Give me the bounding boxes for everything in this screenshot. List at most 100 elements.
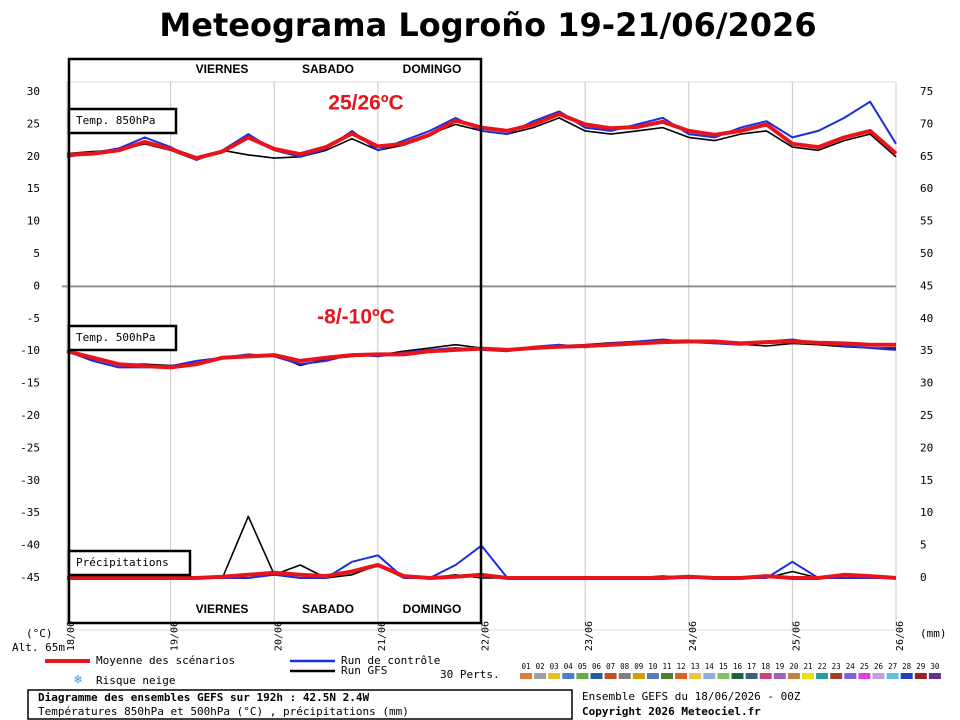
- member-label: 10: [648, 662, 658, 671]
- member-swatch: [548, 673, 561, 679]
- x-tick-label: 24/06: [688, 621, 699, 651]
- y2-tick-label: 60: [920, 182, 933, 195]
- member-label: 06: [592, 662, 602, 671]
- x-tick-label: 21/06: [377, 621, 388, 651]
- member-label: 09: [634, 662, 643, 671]
- member-swatch: [703, 673, 716, 679]
- member-swatch: [590, 673, 603, 679]
- legend-label: Moyenne des scénarios: [96, 654, 235, 667]
- y2-tick-label: 45: [920, 279, 933, 292]
- member-label: 11: [662, 662, 671, 671]
- member-label: 02: [536, 662, 545, 671]
- legend-label: Run de contrôle: [341, 654, 440, 667]
- footer-text: Températures 850hPa et 500hPa (°C) , pré…: [38, 705, 409, 718]
- footer-text: Ensemble GEFS du 18/06/2026 - 00Z: [582, 690, 801, 703]
- snow-legend: Risque neige: [96, 674, 175, 687]
- member-label: 25: [860, 662, 869, 671]
- y-tick-label: -35: [20, 506, 40, 519]
- y2-tick-label: 55: [920, 215, 933, 228]
- y2-tick-label: 70: [920, 117, 933, 130]
- member-swatch: [562, 673, 575, 679]
- y2-tick-label: 30: [920, 377, 933, 390]
- member-swatch: [773, 673, 786, 679]
- legend-label: Run GFS: [341, 664, 387, 677]
- footer-box: [27, 689, 573, 720]
- member-label: 16: [733, 662, 743, 671]
- member-swatch: [717, 673, 730, 679]
- member-label: 28: [902, 662, 912, 671]
- member-swatch: [914, 673, 927, 679]
- panel-label-box: [67, 107, 178, 135]
- y-unit: (°C): [26, 627, 53, 640]
- y2-tick-label: 0: [920, 571, 927, 584]
- y2-unit: (mm): [920, 627, 947, 640]
- member-swatch: [872, 673, 885, 679]
- member-swatch: [576, 673, 589, 679]
- y-tick-label: 5: [33, 247, 40, 260]
- member-label: 07: [606, 662, 615, 671]
- member-swatch: [646, 673, 659, 679]
- y2-tick-label: 35: [920, 344, 933, 357]
- member-label: 19: [775, 662, 784, 671]
- member-label: 17: [747, 662, 756, 671]
- footer-text: Copyright 2026 Meteociel.fr: [582, 705, 761, 718]
- member-swatch: [745, 673, 758, 679]
- member-swatch: [661, 673, 673, 679]
- x-tick-label: 23/06: [584, 621, 595, 651]
- member-swatch: [802, 673, 814, 679]
- y2-tick-label: 5: [920, 539, 927, 552]
- member-label: 18: [761, 662, 771, 671]
- y-tick-label: 30: [27, 85, 40, 98]
- member-swatch: [618, 673, 631, 679]
- member-label: 12: [677, 662, 686, 671]
- member-label: 15: [719, 662, 728, 671]
- annotation: 25/26ºC: [328, 92, 403, 115]
- member-label: 30: [930, 662, 940, 671]
- annotation: -8/-10ºC: [317, 306, 395, 329]
- member-swatch: [844, 673, 857, 679]
- member-label: 22: [818, 662, 827, 671]
- member-label: 21: [803, 662, 812, 671]
- member-label: 03: [550, 662, 559, 671]
- snow-icon: ❄: [73, 673, 82, 688]
- y2-tick-label: 25: [920, 409, 933, 422]
- x-tick-label: 25/06: [791, 621, 802, 651]
- member-swatch: [830, 673, 843, 679]
- altitude: Alt. 65m: [12, 641, 65, 654]
- y-tick-label: 25: [27, 117, 40, 130]
- member-swatch: [886, 673, 899, 679]
- member-label: 20: [789, 662, 799, 671]
- chart-title: Meteograma Logroño 19-21/06/2026: [159, 6, 816, 44]
- y-tick-label: -25: [20, 441, 40, 454]
- y-tick-label: -30: [20, 474, 40, 487]
- member-label: 29: [916, 662, 925, 671]
- y-tick-label: -5: [27, 312, 40, 325]
- member-swatch: [759, 673, 772, 679]
- member-swatch: [928, 673, 941, 679]
- member-label: 24: [846, 662, 856, 671]
- panel-label-box: [67, 549, 192, 577]
- y-tick-label: -45: [20, 571, 40, 584]
- day-label: DOMINGO: [403, 62, 462, 76]
- member-swatch: [534, 673, 547, 679]
- footer-text: Diagramme des ensembles GEFS sur 192h : …: [38, 691, 370, 704]
- x-tick-label: 19/06: [170, 621, 181, 651]
- x-tick-label: 26/06: [895, 621, 906, 651]
- y2-tick-label: 65: [920, 150, 933, 163]
- day-label: SABADO: [302, 62, 354, 76]
- member-label: 05: [578, 662, 587, 671]
- y2-tick-label: 20: [920, 441, 933, 454]
- member-swatch: [675, 673, 688, 679]
- day-label: VIERNES: [196, 62, 249, 76]
- panel-label: Temp. 850hPa: [76, 114, 155, 127]
- x-tick-label: 18/06: [66, 621, 77, 651]
- member-label: 13: [691, 662, 700, 671]
- member-swatch: [604, 673, 617, 679]
- y2-tick-label: 15: [920, 474, 933, 487]
- member-label: 04: [564, 662, 574, 671]
- day-label: DOMINGO: [403, 602, 462, 616]
- members-label: 30 Perts.: [440, 668, 500, 681]
- y-tick-label: 15: [27, 182, 40, 195]
- y-tick-label: 0: [33, 279, 40, 292]
